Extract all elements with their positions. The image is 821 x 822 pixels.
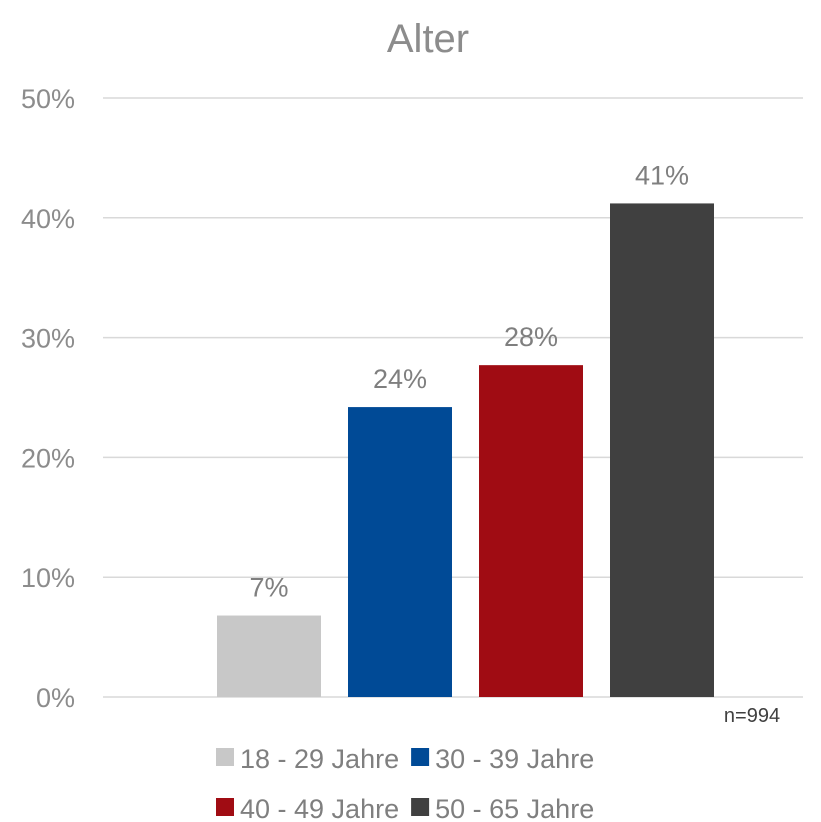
data-label: 41% [635, 160, 689, 190]
y-tick-label: 0% [36, 683, 75, 713]
legend-label: 40 - 49 Jahre [240, 794, 399, 822]
legend: 18 - 29 Jahre 30 - 39 Jahre 40 - 49 Jahre 5… [216, 744, 594, 822]
data-labels: 7% 24% 28% 41% [249, 160, 689, 602]
legend-label: 30 - 39 Jahre [435, 744, 594, 774]
legend-swatch [216, 798, 234, 816]
y-tick-label: 10% [21, 563, 75, 593]
bar [348, 407, 452, 697]
legend-label: 50 - 65 Jahre [435, 794, 594, 822]
legend-swatch [411, 748, 430, 766]
bar [610, 203, 714, 697]
chart-title: Alter [387, 17, 469, 61]
bars [217, 203, 714, 697]
legend-label: 18 - 29 Jahre [240, 744, 399, 774]
y-tick-label: 40% [21, 204, 75, 234]
y-tick-label: 20% [21, 443, 75, 473]
legend-swatch [216, 748, 234, 766]
data-label: 24% [373, 364, 427, 394]
y-axis: 0% 10% 20% 30% 40% 50% [21, 84, 75, 713]
data-label: 7% [249, 573, 288, 603]
y-tick-label: 30% [21, 324, 75, 354]
sample-size-note: n=994 [724, 705, 780, 727]
bar [479, 365, 583, 697]
bar [217, 615, 321, 697]
legend-swatch [411, 798, 430, 816]
data-label: 28% [504, 322, 558, 352]
y-tick-label: 50% [21, 84, 75, 114]
